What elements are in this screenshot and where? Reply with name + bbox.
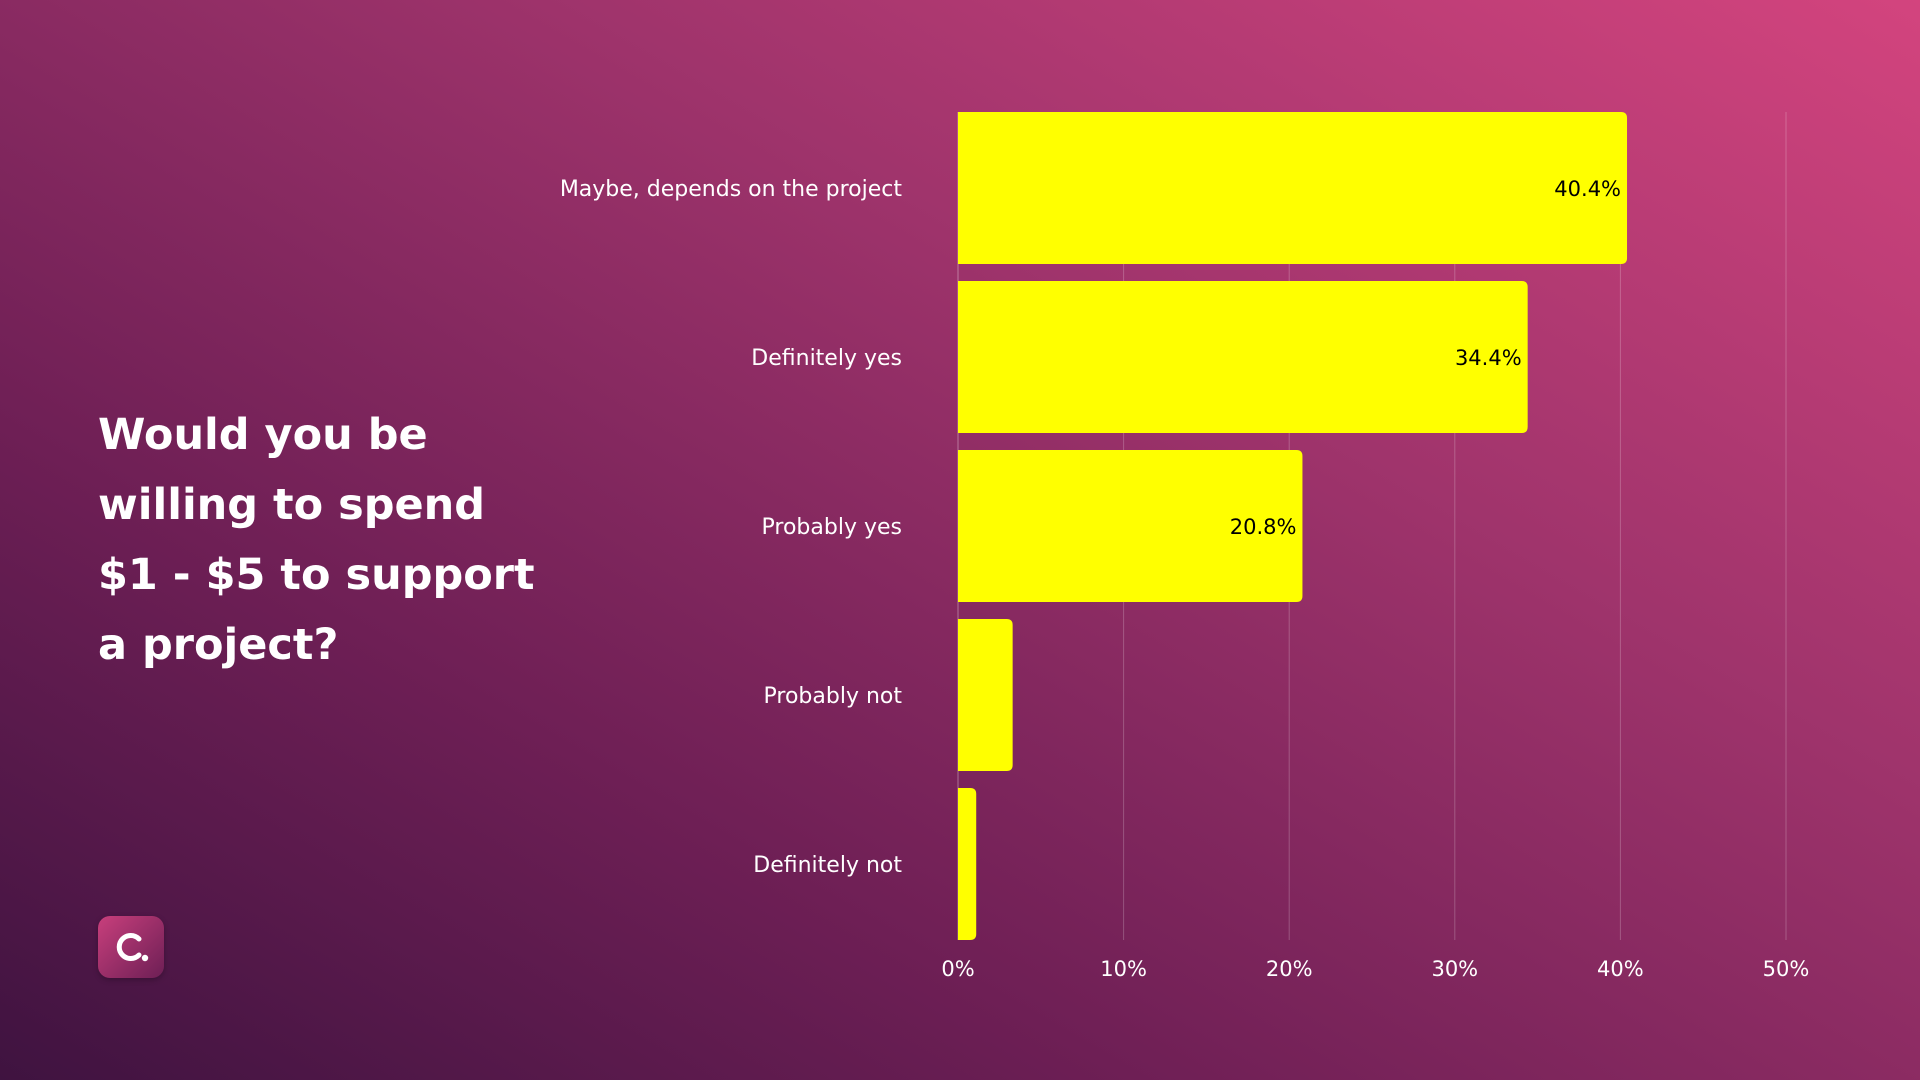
x-tick-label: 40%: [1597, 957, 1644, 981]
x-tick-label: 0%: [941, 957, 974, 981]
bar-probably-yes: [958, 450, 1303, 602]
bar-definitely-yes: [958, 281, 1528, 433]
chart-title: Would you be willing to spend $1 - $5 to…: [98, 410, 535, 670]
x-tick-label: 20%: [1266, 957, 1313, 981]
logo-c-icon: [98, 916, 164, 978]
category-label-maybe-depends-on-the-project: Maybe, depends on the project: [560, 177, 903, 202]
category-label-definitely-not: Definitely not: [753, 853, 902, 878]
category-label-probably-yes: Probably yes: [762, 515, 902, 540]
data-label-definitely-yes: 34.4%: [1455, 346, 1522, 370]
bar-probably-not: [958, 619, 1013, 771]
x-tick-label: 50%: [1763, 957, 1810, 981]
x-tick-label: 10%: [1100, 957, 1147, 981]
x-tick-label: 30%: [1431, 957, 1478, 981]
data-label-probably-yes: 20.8%: [1230, 515, 1297, 539]
category-label-probably-not: Probably not: [764, 684, 903, 709]
data-label-maybe-depends-on-the-project: 40.4%: [1554, 177, 1621, 201]
bar-definitely-not: [958, 788, 977, 940]
bar-maybe-depends-on-the-project: [958, 112, 1628, 264]
category-label-definitely-yes: Definitely yes: [751, 346, 902, 371]
